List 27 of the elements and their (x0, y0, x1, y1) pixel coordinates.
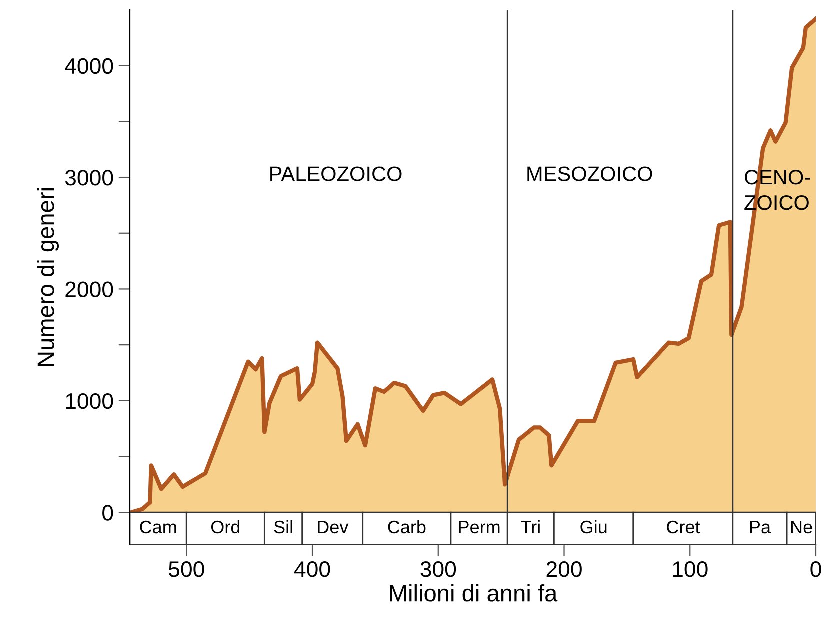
band-label: Giu (580, 520, 607, 534)
x-tick-label: 400 (294, 562, 330, 578)
annotation: MESOZOICO (528, 166, 652, 182)
x-axis-title: Milioni di anni fa (390, 584, 558, 602)
band-label: Sil (274, 520, 292, 534)
band-label: Carb (388, 520, 426, 534)
x-tick-label: 300 (420, 562, 456, 578)
x-tick-label: 0 (810, 562, 822, 578)
band-label: Tri (521, 520, 540, 534)
y-tick-label: 1000 (66, 393, 114, 410)
y-tick-label: 0 (102, 505, 114, 521)
band-label: Ord (211, 520, 240, 534)
y-tick-label: 3000 (65, 170, 114, 186)
annotation: CENO- ZOICO (744, 170, 810, 210)
x-tick-label: 200 (546, 562, 582, 578)
y-tick-label: 2000 (66, 282, 114, 298)
band-label: Dev (318, 521, 349, 534)
x-tick-label: 100 (673, 562, 708, 578)
band-label: Pa (750, 521, 772, 534)
band-label: Ne (791, 521, 812, 534)
band-label: Perm (459, 521, 500, 534)
y-axis-title: Numero di generi (37, 188, 60, 366)
y-tick-label: 4000 (65, 58, 114, 74)
x-tick-label: 500 (168, 562, 204, 578)
band-label: Cret (667, 520, 700, 534)
band-label: Cam (140, 520, 176, 534)
annotation: PALEOZOICO (270, 166, 402, 182)
